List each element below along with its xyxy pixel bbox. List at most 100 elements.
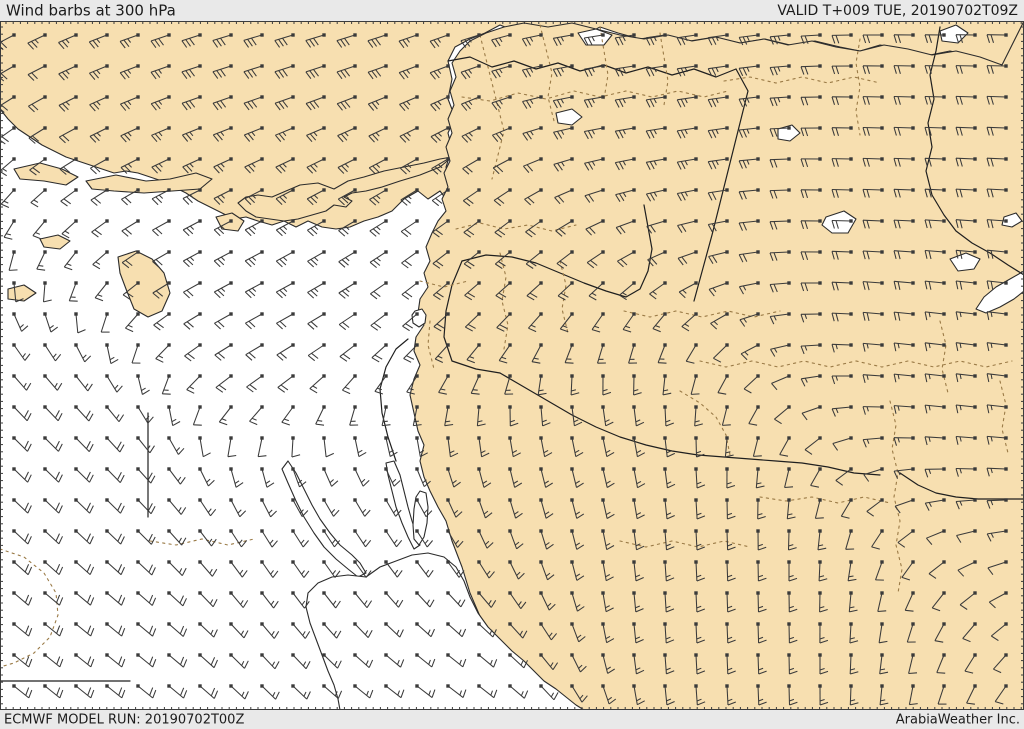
barb-full	[404, 291, 413, 298]
barb-full	[523, 165, 530, 173]
wind-barb	[508, 405, 519, 427]
wind-barb	[30, 188, 47, 208]
barb-full	[24, 440, 29, 449]
barb-full	[213, 260, 221, 268]
barb-full	[117, 472, 122, 480]
wind-barb	[429, 33, 450, 49]
wind-barb	[862, 405, 884, 415]
barb-shaft	[323, 654, 338, 669]
barb-full	[499, 360, 508, 364]
barb-full	[988, 601, 996, 609]
barb-station-dot	[167, 529, 171, 533]
barb-full	[677, 225, 683, 233]
barb-full	[462, 200, 471, 207]
wind-barb	[863, 467, 884, 482]
barb-full	[636, 669, 645, 675]
barb-full	[427, 570, 434, 578]
barb-full	[727, 639, 736, 644]
barb-station-dot	[601, 529, 605, 533]
barb-shaft	[677, 96, 697, 101]
wind-barb	[291, 436, 301, 458]
barb-full	[804, 158, 809, 168]
barb-shaft	[432, 220, 449, 233]
barb-shaft	[120, 96, 139, 105]
barb-shaft	[986, 499, 1007, 502]
barb-full	[291, 454, 301, 458]
barb-half	[265, 480, 271, 484]
barb-shaft	[862, 219, 883, 222]
barb-full	[547, 574, 555, 581]
barb-shaft	[385, 685, 402, 699]
barb-half	[530, 324, 536, 328]
wind-barb	[3, 219, 16, 240]
barb-shaft	[894, 373, 914, 377]
wind-barb	[800, 95, 822, 106]
provider-label: ArabiaWeather Inc.	[895, 712, 1020, 727]
wind-barb	[243, 33, 264, 48]
wind-barb	[986, 64, 1008, 74]
barb-shaft	[403, 344, 418, 359]
province-border-11	[623, 310, 781, 318]
barb-full	[208, 479, 215, 487]
barb-full	[606, 482, 615, 488]
wind-barb	[496, 312, 512, 332]
wind-barb	[415, 436, 428, 458]
barb-shaft	[739, 158, 759, 162]
wind-barb	[862, 126, 884, 136]
wind-barb	[384, 653, 405, 668]
barb-shaft	[466, 344, 480, 361]
barb-shaft	[281, 406, 294, 423]
wind-barb	[862, 95, 884, 105]
barb-full	[753, 455, 762, 457]
barb-full	[522, 101, 528, 109]
barb-half	[344, 132, 349, 137]
barb-full	[928, 34, 933, 43]
barb-half	[684, 323, 690, 327]
barb-half	[145, 415, 150, 421]
barb-half	[332, 600, 337, 606]
wind-barb	[931, 591, 946, 612]
barb-full	[369, 199, 377, 206]
barb-shaft	[964, 654, 976, 672]
barb-full	[986, 65, 990, 74]
wind-barb	[136, 498, 156, 515]
barb-shaft	[369, 251, 387, 263]
barb-full	[120, 505, 125, 514]
wind-barb	[167, 467, 186, 485]
barb-half	[562, 325, 568, 328]
barb-shaft	[848, 592, 852, 612]
wind-barb	[182, 157, 202, 174]
barb-full	[86, 564, 92, 573]
barb-shaft	[463, 189, 480, 202]
barb-shaft	[32, 220, 46, 236]
barb-full	[617, 260, 624, 268]
barb-shaft	[432, 282, 449, 296]
barb-half	[459, 659, 462, 665]
barb-shaft	[13, 499, 29, 514]
wind-barb	[43, 436, 63, 452]
barb-shaft	[292, 654, 307, 670]
wind-barb	[275, 188, 295, 205]
barb-full	[210, 687, 216, 697]
barb-half	[297, 479, 303, 484]
barb-full	[430, 136, 438, 143]
barb-full	[213, 690, 219, 699]
barb-full	[89, 136, 97, 143]
barb-half	[82, 354, 87, 359]
barb-full	[711, 160, 717, 169]
wind-barb	[676, 33, 698, 46]
map-canvas[interactable]	[0, 21, 1024, 710]
barb-full	[546, 543, 554, 550]
barb-station-dot	[973, 529, 977, 533]
wind-barb	[167, 436, 185, 455]
barb-half	[746, 36, 750, 42]
barb-shaft	[215, 375, 232, 388]
wind-barb	[12, 281, 24, 303]
barb-shaft	[354, 437, 360, 457]
barb-full	[375, 69, 382, 77]
wind-barb	[526, 281, 543, 301]
barb-full	[645, 193, 652, 202]
barb-full	[515, 512, 523, 519]
barb-half	[38, 264, 44, 267]
